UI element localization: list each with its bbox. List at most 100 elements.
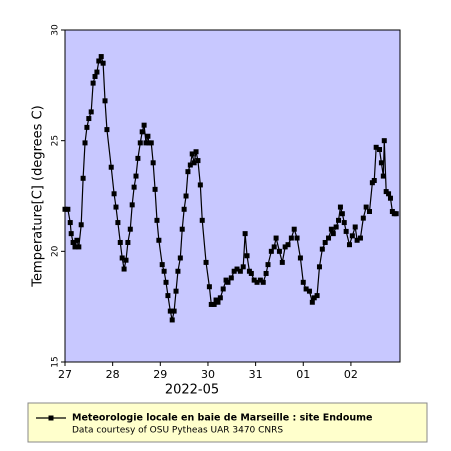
data-point <box>206 284 212 290</box>
data-point <box>84 124 90 130</box>
data-point <box>65 206 71 212</box>
data-point <box>143 140 149 146</box>
data-point <box>387 195 393 201</box>
data-point <box>111 191 117 197</box>
data-point <box>119 255 125 261</box>
data-point <box>225 279 231 285</box>
data-point <box>141 122 147 128</box>
data-point <box>273 235 279 241</box>
plot-area <box>64 29 401 363</box>
data-point <box>357 235 363 241</box>
data-point <box>248 270 254 276</box>
data-point <box>102 98 108 104</box>
data-point <box>254 279 260 285</box>
data-point <box>150 160 156 166</box>
data-point <box>74 237 80 243</box>
x-tick-label: 27 <box>58 368 72 381</box>
data-point <box>373 144 379 150</box>
data-point <box>159 262 165 268</box>
data-point <box>156 237 162 243</box>
data-point <box>322 239 328 245</box>
data-point <box>82 140 88 146</box>
data-point <box>297 255 303 261</box>
data-point <box>378 160 384 166</box>
data-point <box>211 301 217 307</box>
data-point <box>72 244 78 250</box>
data-point <box>333 224 339 230</box>
legend-label: Meteorologie locale en baie de Marseille… <box>72 413 372 424</box>
data-point <box>96 58 102 64</box>
data-point <box>288 235 294 241</box>
data-point <box>70 239 76 245</box>
data-point <box>300 279 306 285</box>
data-point <box>326 235 332 241</box>
legend-box <box>27 402 428 443</box>
data-point <box>393 211 399 217</box>
data-point <box>234 266 240 272</box>
credit: Data courtesy of OSU Pytheas UAR 3470 CN… <box>72 426 283 436</box>
data-point <box>123 257 129 263</box>
data-point <box>148 140 154 146</box>
data-point <box>341 220 347 226</box>
data-point <box>380 173 386 179</box>
data-point <box>94 69 100 75</box>
y-tick-label: 20 <box>51 245 61 257</box>
data-point <box>291 226 297 232</box>
data-point <box>240 264 246 270</box>
data-point <box>117 239 123 245</box>
x-tick-label: 29 <box>153 368 167 381</box>
data-point <box>191 160 197 166</box>
data-point <box>125 239 131 245</box>
data-point <box>251 277 257 283</box>
data-point <box>319 246 325 252</box>
data-point <box>349 233 355 239</box>
data-point <box>237 268 243 274</box>
data-point <box>104 127 110 133</box>
data-point <box>381 138 387 144</box>
data-point <box>129 202 135 208</box>
y-axis-label: Temperature[C] (degrees C) <box>31 105 46 287</box>
data-point <box>306 288 312 294</box>
data-point <box>80 175 86 181</box>
data-point <box>185 169 191 175</box>
data-point <box>90 80 96 86</box>
data-point <box>88 109 94 115</box>
data-point <box>189 151 195 157</box>
y-tick-label: 15 <box>51 356 61 367</box>
data-point <box>242 231 248 237</box>
data-point <box>343 228 349 234</box>
data-point <box>67 220 73 226</box>
data-point <box>352 224 358 230</box>
data-point <box>363 204 369 210</box>
data-point <box>371 178 377 184</box>
data-point <box>187 162 193 168</box>
data-point <box>145 133 151 139</box>
x-tick-label: 31 <box>249 368 263 381</box>
data-point <box>175 268 181 274</box>
data-point <box>228 275 234 281</box>
data-point <box>197 182 203 188</box>
data-point <box>354 237 360 243</box>
data-point <box>203 259 209 265</box>
data-point <box>276 248 282 254</box>
y-tick-label: 30 <box>51 24 61 36</box>
data-point <box>193 149 199 155</box>
data-point <box>294 235 300 241</box>
data-point <box>68 231 74 237</box>
data-point <box>244 253 250 259</box>
data-point <box>179 226 185 232</box>
data-point <box>282 244 288 250</box>
data-point <box>279 259 285 265</box>
data-point <box>62 206 68 212</box>
data-point <box>268 248 274 254</box>
data-point <box>163 279 169 285</box>
data-point <box>339 211 345 217</box>
data-point <box>167 308 173 314</box>
data-point <box>165 293 171 299</box>
data-point <box>113 204 119 210</box>
legend-marker <box>48 415 54 421</box>
data-point <box>217 295 223 301</box>
data-point <box>137 140 143 146</box>
data-point <box>309 299 315 305</box>
data-point <box>135 155 141 161</box>
